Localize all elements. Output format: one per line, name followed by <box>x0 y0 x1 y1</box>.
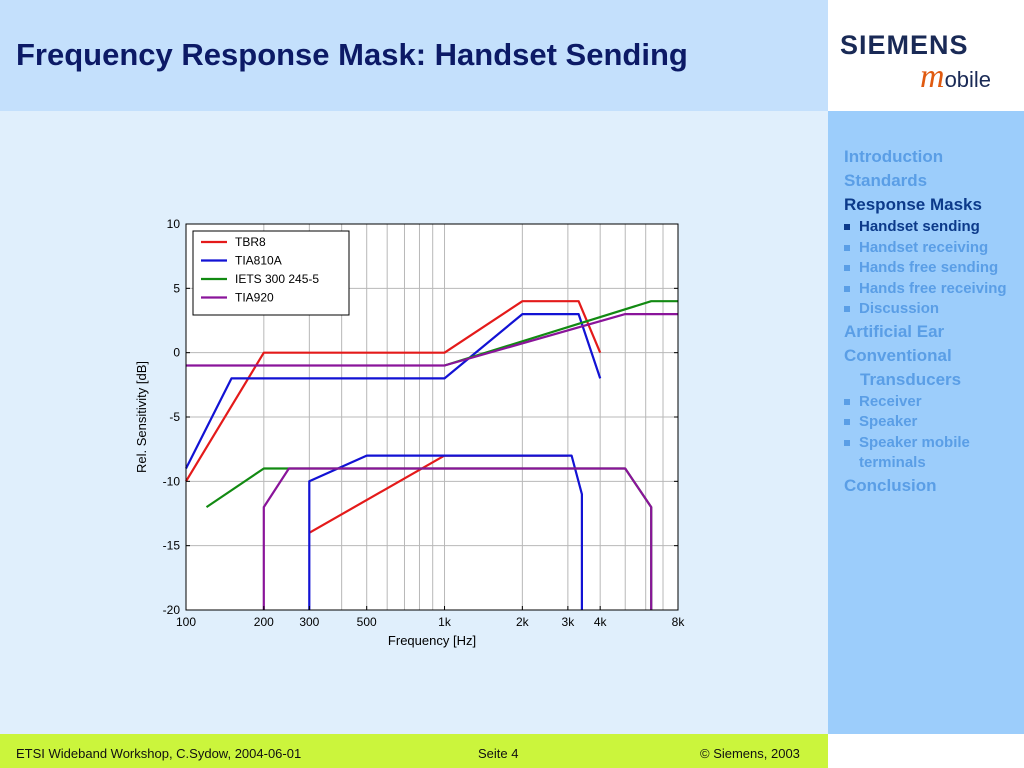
sidebar-item-conventional[interactable]: Conventional <box>844 344 1022 368</box>
sidebar-item-label: Speaker mobile terminals <box>859 433 970 472</box>
legend-label: IETS 300 245-5 <box>235 272 319 286</box>
sidebar-item-label: Discussion <box>859 300 940 317</box>
sidebar-item-label: Conclusion <box>844 475 937 495</box>
x-axis-title: Frequency [Hz] <box>388 633 476 648</box>
sidebar-item-standards[interactable]: Standards <box>844 169 1022 193</box>
sidebar-item-label: Speaker <box>859 413 918 430</box>
sidebar-item-label: Introduction <box>844 147 944 166</box>
y-tick-label: -20 <box>163 603 181 617</box>
sidebar-item-hands-free-receiving[interactable]: Hands free receiving <box>844 279 1022 300</box>
square-bullet-icon <box>844 306 850 312</box>
y-tick-label: 5 <box>173 281 180 295</box>
sidebar-item-label: Handset sending <box>859 218 980 235</box>
square-bullet-icon <box>844 439 850 446</box>
series-lines <box>185 300 678 610</box>
sidebar-item-speaker-mobile-terminals[interactable]: Speaker mobile terminals <box>844 433 1022 474</box>
footer-copyright: © Siemens, 2003 <box>700 746 800 761</box>
sidebar-item-discussion[interactable]: Discussion <box>844 299 1022 320</box>
series-line-iets-300-245-5 <box>444 300 678 367</box>
page-title: Frequency Response Mask: Handset Sending <box>16 37 688 72</box>
sidebar-item-handset-receiving[interactable]: Handset receiving <box>844 238 1022 259</box>
series-line-tia810a <box>185 312 602 469</box>
sidebar-item-label: Transducers <box>860 369 962 389</box>
logo-brand-text: SIEMENS <box>840 30 969 60</box>
sidebar-item-label: Standards <box>844 171 928 190</box>
x-tick-label: 500 <box>357 615 377 629</box>
square-bullet-icon <box>844 224 850 230</box>
sidebar-item-handset-sending[interactable]: Handset sending <box>844 217 1022 238</box>
x-tick-label: 4k <box>594 615 608 629</box>
legend-box <box>192 230 350 316</box>
sidebar-item-speaker[interactable]: Speaker <box>844 412 1022 433</box>
x-tick-label: 200 <box>254 615 274 629</box>
series-line-tia920 <box>186 312 678 367</box>
legend-label: TIA810A <box>235 254 282 268</box>
logo-mobile-rest: obile <box>944 67 992 92</box>
y-axis-title: Rel. Sensitivity [dB] <box>134 361 149 473</box>
slide-header: Frequency Response Mask: Handset Sending <box>0 0 828 111</box>
legend-label: TBR8 <box>235 235 266 249</box>
sidebar-item-label: Receiver <box>859 392 922 410</box>
y-tick-label: 10 <box>167 217 181 231</box>
x-tick-label: 2k <box>516 615 530 629</box>
x-tick-label: 300 <box>299 615 319 629</box>
square-bullet-icon <box>844 265 850 271</box>
sidebar-item-label: Hands free receiving <box>859 279 1007 297</box>
sidebar-item-label: Artificial Ear <box>844 321 945 341</box>
sidebar-item-label: Handset receiving <box>859 238 989 256</box>
sidebar-item-label: Hands free sending <box>859 259 999 276</box>
footer-corner <box>828 734 1024 768</box>
y-tick-label: -10 <box>163 474 181 488</box>
series-line-tbr8 <box>185 300 602 482</box>
x-tick-label: 8k <box>672 615 686 629</box>
x-tick-label: 3k <box>562 615 576 629</box>
footer-bar: ETSI Wideband Workshop, C.Sydow, 2004-06… <box>0 734 828 768</box>
y-tick-label: -5 <box>169 410 180 424</box>
sidebar-nav: Introduction Standards Response Masks Hands… <box>844 145 1022 498</box>
x-tick-label: 100 <box>176 615 196 629</box>
siemens-mobile-logo: SIEMENS mobile <box>828 0 1024 111</box>
footer-page-number: Seite 4 <box>478 746 519 761</box>
sidebar-item-label: Conventional <box>844 345 952 365</box>
square-bullet-icon <box>844 285 850 292</box>
sidebar-item-response-masks[interactable]: Response Masks <box>844 193 1022 217</box>
sidebar-item-artificial-ear[interactable]: Artificial Ear <box>844 320 1022 344</box>
sidebar-item-transducers[interactable]: Transducers <box>844 368 1022 392</box>
sidebar-item-hands-free-sending[interactable]: Hands free sending <box>844 258 1022 279</box>
square-bullet-icon <box>844 244 850 251</box>
y-tick-label: 0 <box>173 346 180 360</box>
legend: TBR8 TIA810A IETS 300 245-5 TIA920 <box>192 230 350 316</box>
square-bullet-icon <box>844 398 850 405</box>
series-line-tia920 <box>262 467 653 610</box>
series-line-tia810a <box>308 454 583 610</box>
y-tick-label: -15 <box>163 539 181 553</box>
sidebar-item-receiver[interactable]: Receiver <box>844 392 1022 413</box>
sidebar-item-label: Response Masks <box>844 195 982 214</box>
legend-label: TIA920 <box>235 291 274 305</box>
logo-m-glyph: m <box>920 58 945 95</box>
sidebar-item-conclusion[interactable]: Conclusion <box>844 474 1022 498</box>
logo-mobile-text: mobile <box>920 58 991 96</box>
sidebar-item-introduction[interactable]: Introduction <box>844 145 1022 169</box>
square-bullet-icon <box>844 419 850 425</box>
sidebar: Introduction Standards Response Masks Hands… <box>828 111 1024 734</box>
footer-event: ETSI Wideband Workshop, C.Sydow, 2004-06… <box>16 746 302 761</box>
x-tick-label: 1k <box>438 615 452 629</box>
